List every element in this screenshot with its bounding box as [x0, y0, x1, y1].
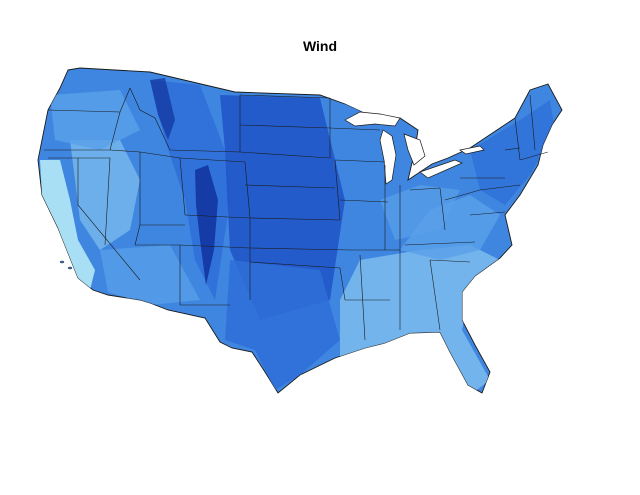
lake-michigan: [379, 129, 397, 185]
lake-huron: [403, 133, 426, 166]
appalachian-mid-wind: [400, 195, 500, 260]
map-title: Wind: [302, 38, 338, 54]
channel-islands: [59, 260, 73, 270]
southeast-low-wind: [340, 245, 500, 393]
california-low-wind: [40, 160, 95, 290]
lake-erie: [419, 159, 463, 179]
wind-intensity-layer: [40, 78, 555, 393]
lake-superior: [344, 111, 401, 127]
southwest-wind: [100, 245, 200, 305]
rockies-peak-wind: [195, 165, 218, 285]
northeast-wind: [470, 100, 555, 205]
great-basin-low-wind: [70, 140, 140, 250]
pacific-northwest-wind: [50, 90, 140, 150]
montana-peak-wind: [150, 78, 175, 140]
texas-wind: [225, 260, 340, 390]
lake-ontario: [459, 145, 485, 155]
state-borders: [44, 87, 549, 341]
